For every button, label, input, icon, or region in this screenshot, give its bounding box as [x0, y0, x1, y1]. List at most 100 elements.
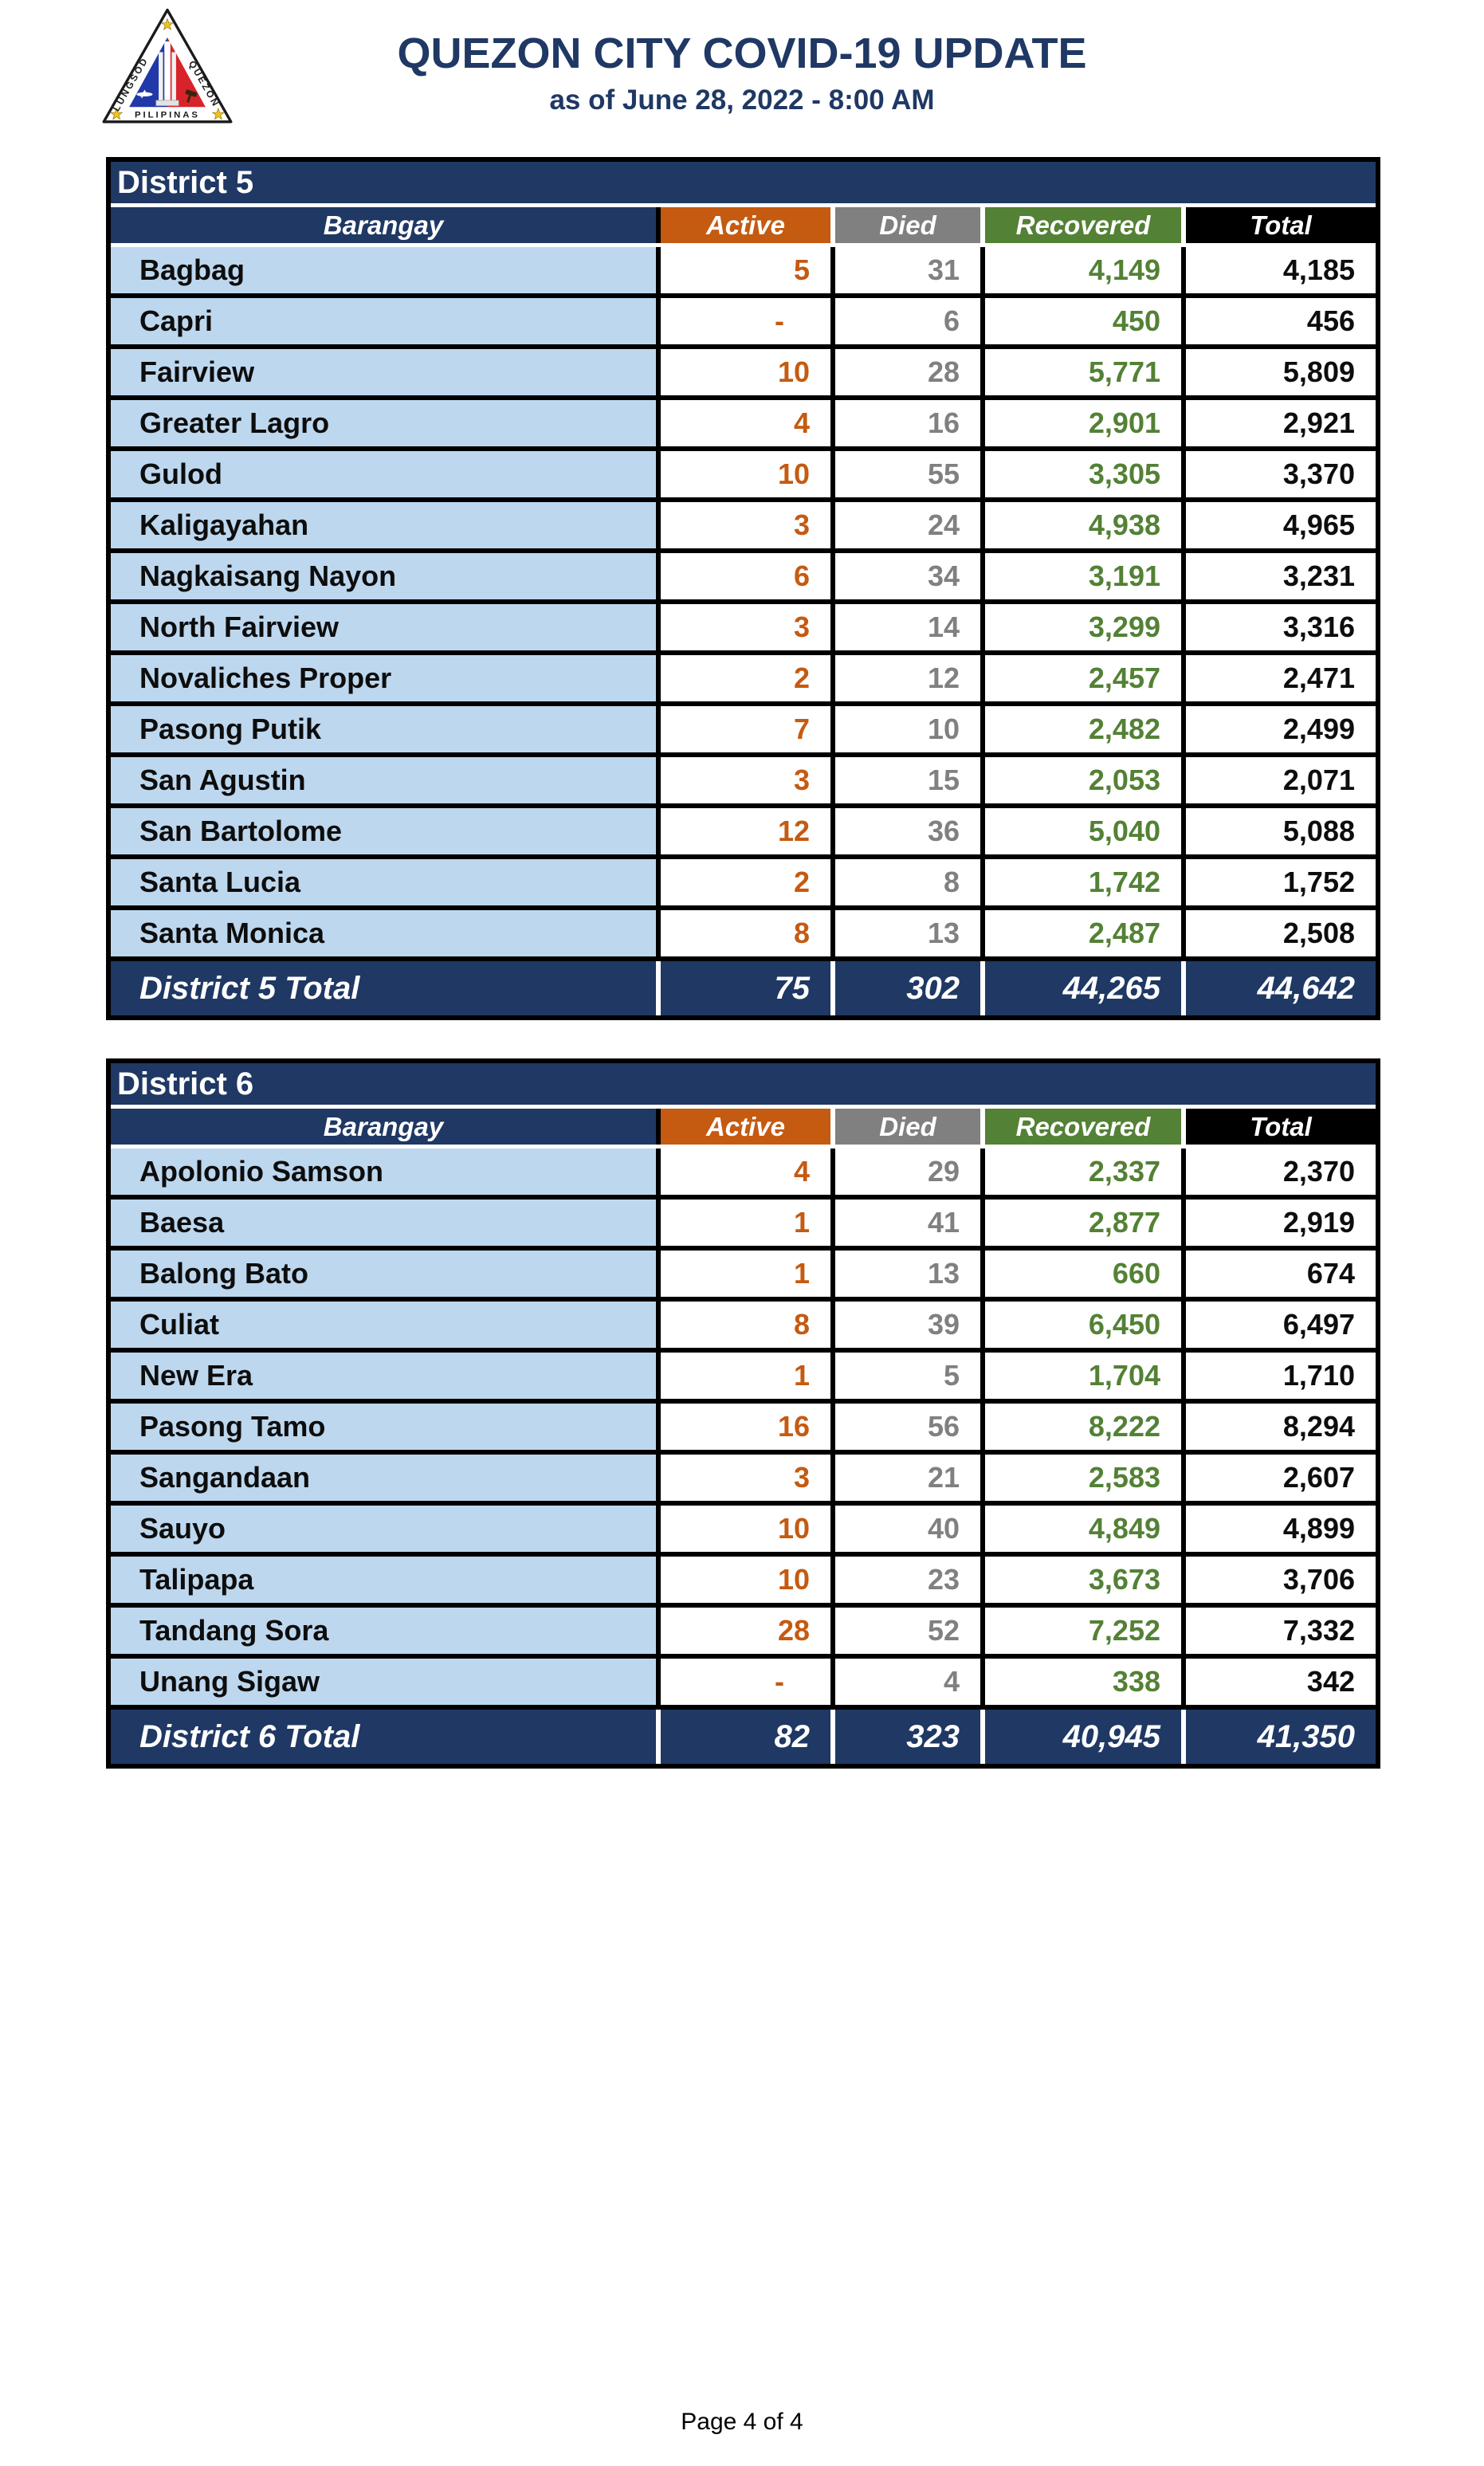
- active-value: 3: [661, 604, 830, 650]
- district-5-table: District 5 Barangay Active Died Recovere…: [106, 157, 1380, 1020]
- barangay-name: New Era: [111, 1353, 656, 1399]
- table-row: Greater Lagro 4 16 2,901 2,921: [111, 400, 1376, 446]
- recovered-value: 3,673: [985, 1557, 1181, 1603]
- active-value: 12: [661, 808, 830, 854]
- barangay-name: Culiat: [111, 1302, 656, 1348]
- total-value: 1,752: [1186, 859, 1376, 905]
- recovered-value: 4,938: [985, 502, 1181, 548]
- recovered-value: 450: [985, 298, 1181, 344]
- district-5-table-title: District 5: [111, 162, 1376, 203]
- recovered-value: 3,191: [985, 553, 1181, 599]
- died-value: 4: [835, 1659, 980, 1705]
- document-header: LUNGSOD QUEZON PILIPINAS QUEZON CITY COV…: [0, 0, 1484, 157]
- column-header-active: Active: [661, 1109, 830, 1145]
- table-row: Balong Bato 1 13 660 674: [111, 1251, 1376, 1297]
- total-value: 4,899: [1186, 1506, 1376, 1552]
- column-header-recovered: Recovered: [985, 207, 1181, 243]
- table-row: North Fairview 3 14 3,299 3,316: [111, 604, 1376, 650]
- died-value: 36: [835, 808, 980, 854]
- barangay-name: Pasong Putik: [111, 706, 656, 752]
- died-value: 21: [835, 1455, 980, 1501]
- district-5-total-total: 44,642: [1186, 961, 1376, 1015]
- table-row: Nagkaisang Nayon 6 34 3,191 3,231: [111, 553, 1376, 599]
- district-6-total-label: District 6 Total: [111, 1710, 656, 1764]
- district-6-total-row: District 6 Total 82 323 40,945 41,350: [111, 1710, 1376, 1764]
- total-value: 3,316: [1186, 604, 1376, 650]
- district-5-total-row: District 5 Total 75 302 44,265 44,642: [111, 961, 1376, 1015]
- district-6-table-title: District 6: [111, 1063, 1376, 1105]
- active-value: 3: [661, 1455, 830, 1501]
- table-row: Pasong Putik 7 10 2,482 2,499: [111, 706, 1376, 752]
- total-value: 7,332: [1186, 1608, 1376, 1654]
- table-row: Gulod 10 55 3,305 3,370: [111, 451, 1376, 497]
- column-header-total: Total: [1186, 207, 1376, 243]
- table-row: San Bartolome 12 36 5,040 5,088: [111, 808, 1376, 854]
- total-value: 2,071: [1186, 757, 1376, 803]
- barangay-name: Unang Sigaw: [111, 1659, 656, 1705]
- died-value: 12: [835, 655, 980, 701]
- recovered-value: 5,771: [985, 349, 1181, 395]
- barangay-name: Talipapa: [111, 1557, 656, 1603]
- barangay-name: Gulod: [111, 451, 656, 497]
- active-value: 6: [661, 553, 830, 599]
- total-value: 3,370: [1186, 451, 1376, 497]
- recovered-value: 660: [985, 1251, 1181, 1297]
- recovered-value: 338: [985, 1659, 1181, 1705]
- recovered-value: 6,450: [985, 1302, 1181, 1348]
- total-value: 2,508: [1186, 910, 1376, 956]
- column-header-died: Died: [835, 207, 980, 243]
- died-value: 55: [835, 451, 980, 497]
- district-5-rows: Bagbag 5 31 4,149 4,185 Capri -6 450 456 Fairview…: [111, 247, 1376, 961]
- active-value: 8: [661, 1302, 830, 1348]
- column-header-active: Active: [661, 207, 830, 243]
- total-value: 2,370: [1186, 1149, 1376, 1195]
- died-value: 14: [835, 604, 980, 650]
- district-5-total-died: 302: [835, 961, 980, 1015]
- active-value: 10: [661, 349, 830, 395]
- table-row: Santa Monica 8 13 2,487 2,508: [111, 910, 1376, 956]
- died-value: 24: [835, 502, 980, 548]
- district-6-total-died: 323: [835, 1710, 980, 1764]
- table-row: Capri -6 450 456: [111, 298, 1376, 344]
- seal-stars: [110, 18, 225, 120]
- total-value: 3,706: [1186, 1557, 1376, 1603]
- table-row: Bagbag 5 31 4,149 4,185: [111, 247, 1376, 293]
- total-value: 4,965: [1186, 502, 1376, 548]
- active-value: 1: [661, 1251, 830, 1297]
- district-5-total-active: 75: [661, 961, 830, 1015]
- died-value: 56: [835, 1404, 980, 1450]
- table-row: Novaliches Proper 2 12 2,457 2,471: [111, 655, 1376, 701]
- recovered-value: 5,040: [985, 808, 1181, 854]
- table-row: New Era 1 5 1,704 1,710: [111, 1353, 1376, 1399]
- district-6-table: District 6 Barangay Active Died Recovere…: [106, 1058, 1380, 1769]
- barangay-name: San Bartolome: [111, 808, 656, 854]
- barangay-name: Santa Monica: [111, 910, 656, 956]
- barangay-name: Greater Lagro: [111, 400, 656, 446]
- recovered-value: 2,482: [985, 706, 1181, 752]
- table-row: Baesa 1 41 2,877 2,919: [111, 1200, 1376, 1246]
- recovered-value: 4,149: [985, 247, 1181, 293]
- total-value: 2,919: [1186, 1200, 1376, 1246]
- barangay-name: Balong Bato: [111, 1251, 656, 1297]
- died-value: 31: [835, 247, 980, 293]
- died-value: 39: [835, 1302, 980, 1348]
- column-header-recovered: Recovered: [985, 1109, 1181, 1145]
- active-value: 2: [661, 655, 830, 701]
- seal-text-pilipinas: PILIPINAS: [135, 111, 200, 120]
- active-value: 1: [661, 1200, 830, 1246]
- total-value: 3,231: [1186, 553, 1376, 599]
- table-row: Culiat 8 39 6,450 6,497: [111, 1302, 1376, 1348]
- total-value: 2,471: [1186, 655, 1376, 701]
- district-6-total-recovered: 40,945: [985, 1710, 1181, 1764]
- barangay-name: Pasong Tamo: [111, 1404, 656, 1450]
- gavel-icon: [185, 89, 198, 103]
- died-value: 29: [835, 1149, 980, 1195]
- district-6-rows: Apolonio Samson 4 29 2,337 2,370 Baesa 1 41 2,87…: [111, 1149, 1376, 1710]
- column-header-died: Died: [835, 1109, 980, 1145]
- table-row: Unang Sigaw -4 338 342: [111, 1659, 1376, 1705]
- died-value: 15: [835, 757, 980, 803]
- district-5-total-recovered: 44,265: [985, 961, 1181, 1015]
- active-value: 3: [661, 757, 830, 803]
- page-title: QUEZON CITY COVID-19 UPDATE: [397, 29, 1087, 77]
